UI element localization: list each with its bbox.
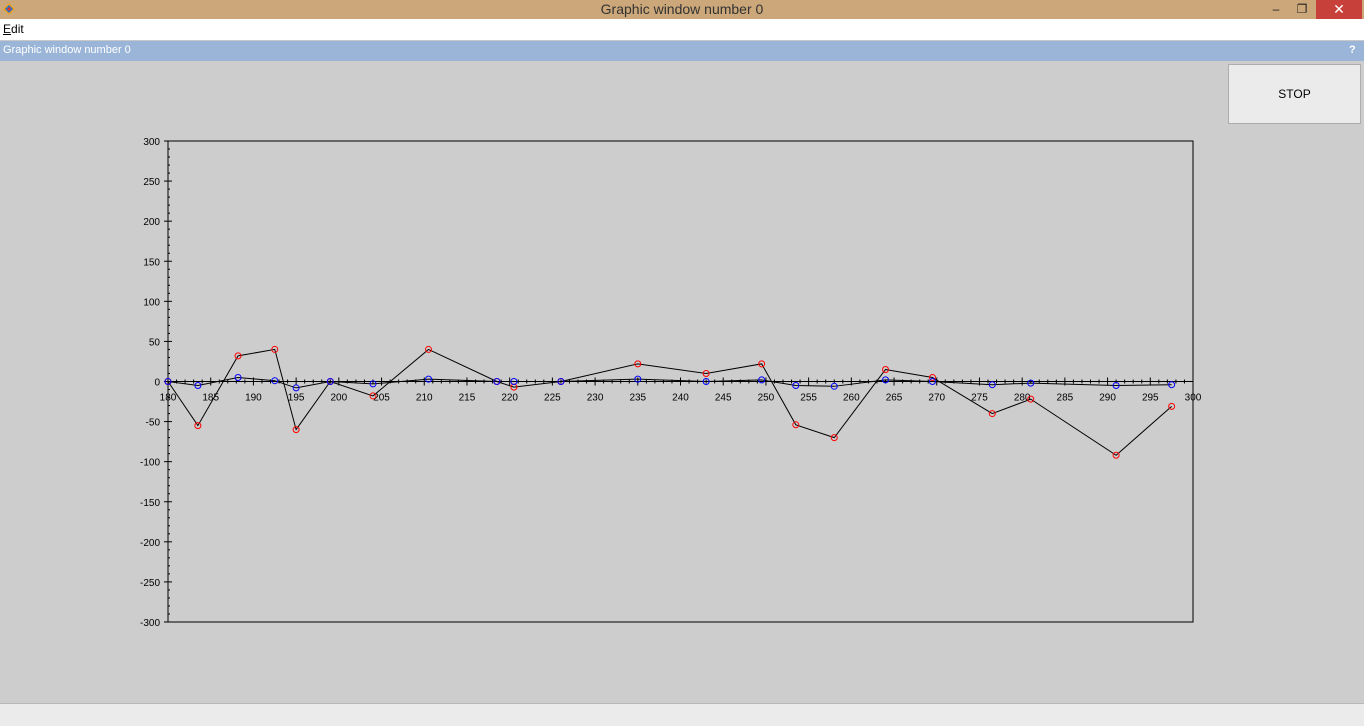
menu-item-edit-mnemonic: E bbox=[3, 22, 12, 36]
x-tick-label: 220 bbox=[501, 393, 518, 404]
series-1-point bbox=[557, 378, 565, 385]
series-0-point bbox=[830, 434, 838, 442]
x-tick-label: 265 bbox=[886, 393, 903, 404]
series-1-point bbox=[510, 378, 518, 385]
series-0-point bbox=[271, 345, 279, 353]
x-tick-label: 275 bbox=[971, 393, 988, 404]
x-tick-label: 225 bbox=[544, 393, 561, 404]
stop-button[interactable]: STOP bbox=[1228, 64, 1361, 124]
x-tick-label: 270 bbox=[928, 393, 945, 404]
y-tick-label: 300 bbox=[143, 137, 160, 148]
x-tick-label: 210 bbox=[416, 393, 433, 404]
x-tick-label: 285 bbox=[1057, 393, 1074, 404]
series-0-point bbox=[1027, 395, 1035, 403]
x-tick-label: 185 bbox=[202, 393, 219, 404]
minimize-icon[interactable]: – bbox=[1272, 2, 1280, 16]
y-tick-label: -50 bbox=[146, 418, 161, 429]
series-1-line bbox=[167, 376, 1172, 389]
y-tick-label: 0 bbox=[154, 378, 160, 389]
menu-item-edit[interactable]: Edit bbox=[3, 22, 24, 36]
maximize-icon[interactable]: ❐ bbox=[1296, 2, 1308, 16]
x-tick-label: 255 bbox=[800, 393, 817, 404]
x-tick-label: 195 bbox=[288, 393, 305, 404]
y-tick-label: -150 bbox=[140, 498, 160, 509]
series-1-point bbox=[164, 378, 172, 385]
series-1-point bbox=[634, 375, 642, 383]
x-tick-label: 250 bbox=[758, 393, 775, 404]
x-tick-label: 240 bbox=[672, 393, 689, 404]
series-0-point bbox=[194, 422, 202, 430]
plot-area: 180 185 190 195 200 205 210 215 220 225 230 235 240 2… bbox=[140, 137, 1202, 629]
y-tick-label: -100 bbox=[140, 458, 160, 469]
x-tick-label: 215 bbox=[459, 393, 476, 404]
series-0-point bbox=[234, 352, 242, 360]
x-tick-label: 290 bbox=[1099, 393, 1116, 404]
menu-item-edit-label: dit bbox=[11, 22, 24, 36]
series-1-point bbox=[493, 378, 501, 385]
y-tick-label: 200 bbox=[143, 217, 160, 228]
y-tick-label: 150 bbox=[143, 257, 160, 268]
menu-bar: Edit bbox=[0, 19, 1364, 41]
series-0-point bbox=[1168, 402, 1176, 410]
y-tick-label: 50 bbox=[149, 337, 161, 348]
series-1-point bbox=[792, 382, 800, 390]
series-1-point bbox=[928, 378, 936, 385]
series-0-point bbox=[758, 360, 766, 368]
series-0-line bbox=[167, 348, 1172, 456]
x-tick-label: 205 bbox=[373, 393, 390, 404]
x-tick-label: 295 bbox=[1142, 393, 1159, 404]
series-1-point bbox=[194, 382, 202, 390]
series-0-point bbox=[634, 360, 642, 368]
x-tick-label: 260 bbox=[843, 393, 860, 404]
y-tick-label: 100 bbox=[143, 297, 160, 308]
status-bar bbox=[0, 703, 1364, 726]
series-1-point bbox=[271, 377, 279, 385]
window-title: Graphic window number 0 bbox=[600, 1, 764, 17]
close-icon[interactable]: ✕ bbox=[1316, 0, 1362, 19]
x-tick-label: 235 bbox=[629, 393, 646, 404]
series-1-point bbox=[1112, 382, 1120, 390]
y-tick-label: -300 bbox=[140, 618, 160, 629]
series-1-point bbox=[702, 378, 710, 385]
series-0-point bbox=[792, 421, 800, 429]
series-1-point bbox=[830, 382, 838, 390]
help-icon[interactable]: ? bbox=[1349, 44, 1356, 56]
x-tick-label: 200 bbox=[330, 393, 347, 404]
series-0-point bbox=[292, 426, 300, 434]
series-1-point bbox=[292, 384, 300, 392]
x-tick-label: 230 bbox=[587, 393, 604, 404]
panel-header: Graphic window number 0 ? bbox=[0, 41, 1364, 61]
scilab-app-icon[interactable] bbox=[2, 2, 16, 16]
series-1-point bbox=[326, 378, 334, 385]
series-1-point bbox=[425, 375, 433, 383]
series-0-point bbox=[425, 345, 433, 353]
series-0-point bbox=[369, 392, 377, 400]
series-1-point bbox=[1168, 381, 1176, 389]
series-1-point bbox=[1027, 379, 1035, 387]
series-1-point bbox=[369, 380, 377, 388]
series-1-point bbox=[234, 373, 242, 381]
x-tick-label: 280 bbox=[1014, 393, 1031, 404]
series-0-point bbox=[988, 410, 996, 418]
x-tick-label: 245 bbox=[715, 393, 732, 404]
x-tick-label: 190 bbox=[245, 393, 262, 404]
x-tick-label: 300 bbox=[1185, 393, 1202, 404]
series-0-point bbox=[928, 373, 936, 381]
y-tick-label: -250 bbox=[140, 578, 160, 589]
series-1-point bbox=[882, 376, 889, 384]
title-bar: Graphic window number 0 – ❐ ✕ bbox=[0, 0, 1364, 19]
series-0-point bbox=[702, 369, 710, 377]
series-0-point bbox=[882, 365, 889, 373]
series-0-point bbox=[1112, 451, 1120, 459]
y-tick-label: 250 bbox=[143, 177, 160, 188]
panel-title: Graphic window number 0 bbox=[3, 44, 131, 56]
y-tick-label: -200 bbox=[140, 538, 160, 549]
series-1-point bbox=[988, 381, 996, 389]
series-1-point bbox=[758, 376, 766, 384]
